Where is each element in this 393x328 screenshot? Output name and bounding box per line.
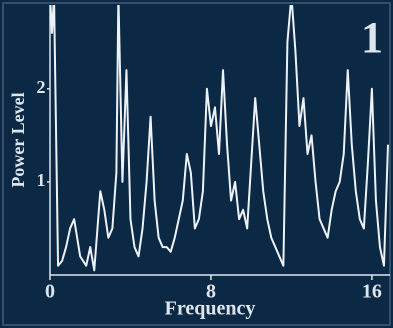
x-tick-label: 0 (45, 281, 55, 303)
x-tick-label: 16 (362, 281, 382, 303)
y-tick-label: 1 (37, 170, 46, 190)
frame (2, 2, 391, 326)
y-axis-label: Power Level (8, 92, 28, 187)
y-tick-label: 2 (37, 77, 46, 97)
x-tick-label: 8 (206, 281, 216, 303)
power-line (50, 5, 389, 272)
x-axis-label: Frequency (165, 298, 256, 320)
annotation: 1 (361, 13, 383, 62)
